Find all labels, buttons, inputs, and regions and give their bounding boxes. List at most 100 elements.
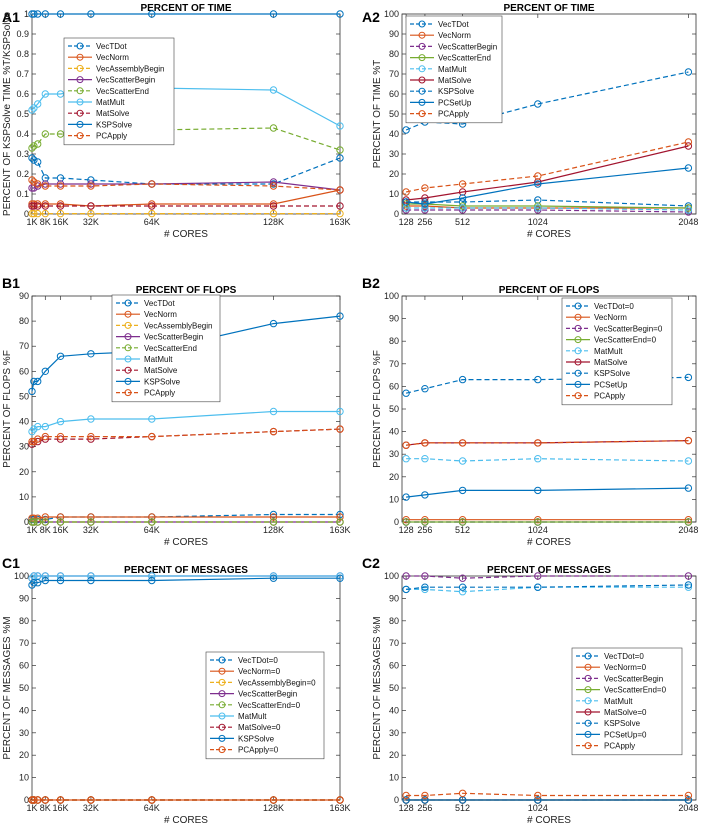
legend-entry: PCSetUp (594, 380, 628, 389)
y-tick-label: 30 (19, 728, 29, 738)
series-matsolve (402, 142, 693, 204)
legend-swatch-marker (574, 313, 582, 321)
data-point (30, 796, 38, 804)
data-point (148, 180, 156, 188)
legend-swatch-marker (124, 321, 132, 329)
data-point (458, 518, 467, 526)
y-tick-label: 10 (389, 773, 399, 783)
legend-swatch-marker (76, 64, 84, 72)
data-point (34, 100, 42, 108)
data-point (336, 146, 344, 154)
y-tick-label: 10 (19, 492, 29, 502)
y-tick-label: 40 (19, 705, 29, 715)
data-point (421, 796, 429, 804)
panel-id-label: C2 (362, 555, 380, 571)
data-point (336, 186, 344, 194)
data-point (534, 583, 542, 591)
data-point (534, 100, 542, 108)
legend-swatch-marker (574, 392, 582, 400)
y-tick-label: 10 (389, 189, 399, 199)
data-point (684, 457, 693, 465)
data-point (421, 791, 429, 800)
y-tick-label: 70 (19, 638, 29, 648)
legend-entry: MatSolve=0 (604, 708, 647, 717)
legend-swatch-marker (124, 344, 132, 352)
data-point (421, 439, 429, 447)
y-tick-label: 100 (384, 9, 399, 19)
y-axis-label: PERCENT OF FLOPS %F (372, 350, 383, 468)
legend-entry: KSPSolve (438, 87, 475, 96)
x-axis-label: # CORES (164, 537, 208, 548)
data-point (402, 585, 410, 594)
data-point (41, 367, 49, 375)
x-tick-label: 1024 (528, 525, 548, 535)
series-matmult (28, 84, 344, 130)
data-point (684, 436, 693, 445)
data-point (421, 491, 429, 499)
y-tick-label: 0 (24, 517, 29, 527)
data-point (458, 206, 467, 214)
legend-entry: PCApply (604, 742, 635, 751)
data-point (34, 422, 42, 431)
data-point (30, 104, 38, 112)
x-axis-label: # CORES (164, 229, 208, 240)
series-matmult (28, 572, 344, 582)
data-point (684, 572, 693, 580)
legend-entry: VecTDot=0 (594, 302, 634, 311)
legend-swatch-marker (76, 120, 84, 128)
data-point (56, 435, 65, 443)
data-point (30, 518, 38, 526)
data-point (148, 209, 156, 218)
legend-swatch-marker (124, 299, 132, 307)
data-point (421, 516, 429, 524)
data-point (684, 164, 693, 172)
y-tick-label: 20 (19, 750, 29, 760)
data-point (87, 572, 95, 580)
data-point (28, 154, 36, 162)
y-tick-label: 60 (19, 366, 29, 376)
legend-swatch-marker (218, 656, 226, 664)
data-point (41, 10, 49, 18)
data-point (269, 407, 278, 416)
y-tick-label: 0 (394, 209, 399, 219)
data-point (148, 513, 156, 521)
data-point (684, 142, 693, 150)
legend-swatch-marker (574, 358, 582, 366)
data-point (34, 180, 42, 188)
y-tick-label: 0.1 (16, 189, 29, 199)
data-point (30, 425, 38, 433)
series-pcapply (402, 138, 693, 196)
data-point (30, 156, 38, 164)
series-line (406, 440, 689, 446)
series-vecscatterbegin (402, 206, 693, 216)
legend-swatch-marker (124, 366, 132, 374)
legend-entry: MatSolve (594, 358, 628, 367)
legend-swatch-marker (76, 109, 84, 117)
y-tick-label: 60 (389, 89, 399, 99)
data-point (269, 574, 278, 582)
series-kspsolve (28, 10, 344, 18)
data-point (56, 417, 65, 426)
data-point (336, 518, 344, 526)
x-tick-label: 256 (417, 803, 432, 813)
data-point (28, 10, 36, 18)
data-point (56, 518, 65, 526)
x-tick-label: 256 (417, 525, 432, 535)
legend-entry: PCSetUp (438, 98, 472, 107)
legend-entry: VecTDot (144, 299, 175, 308)
legend-swatch-marker (584, 674, 592, 682)
data-point (458, 574, 467, 582)
x-tick-label: 32K (83, 803, 99, 813)
data-point (421, 204, 429, 212)
legend-entry: VecScatterEnd=0 (594, 336, 657, 345)
legend-entry: VecTDot=0 (604, 652, 644, 661)
data-point (87, 10, 95, 18)
legend-swatch-marker (218, 723, 226, 731)
chart-title: PERCENT OF TIME (140, 3, 231, 14)
series-line (406, 586, 689, 593)
legend-entry: KSPSolve (144, 377, 181, 386)
legend: VecTDot VecNorm VecAssemblyBegin VecScatter… (63, 37, 175, 146)
data-point (534, 202, 542, 210)
data-point (421, 572, 429, 580)
x-tick-label: 1K (26, 525, 37, 535)
